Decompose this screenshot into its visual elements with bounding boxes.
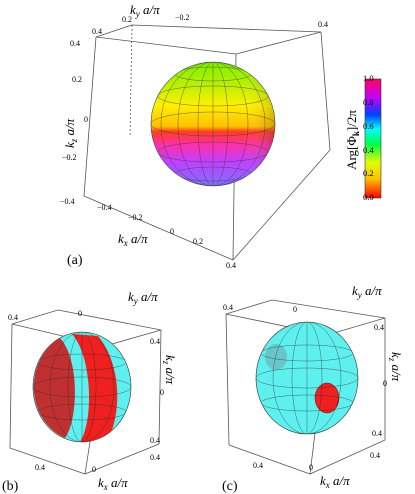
panel-c-kz-tick-mid: 0 — [383, 379, 387, 388]
panel-b-kz-label: kz a/π — [161, 355, 178, 385]
panel-c-label: (c) — [222, 479, 238, 494]
colorbar-tick-3: 0.6 — [363, 121, 374, 131]
panel-a-kz-tick-5: −0.4 — [60, 197, 75, 206]
colorbar-tick-1: 1.0 — [363, 73, 374, 83]
panel-a-kx-tick-3: 0 — [170, 227, 174, 236]
panel-c-sphere — [255, 321, 359, 435]
panel-a-ky-tick-3: −0.2 — [175, 13, 190, 22]
panel-a-ky-label: ky a/π — [130, 2, 160, 19]
panel-a-kz-tick-4: −0.2 — [62, 153, 77, 162]
panel-a-ky-tick-4: 0.4 — [318, 20, 328, 29]
panel-b-ky-tick-mid: 0 — [78, 309, 82, 318]
colorbar-tick-5: 0.2 — [363, 168, 374, 178]
panel-a-sphere — [150, 61, 276, 187]
panel-b-kz-tick-mid: 0 — [160, 388, 164, 397]
panel-c-kx-tick-right: 0.4 — [370, 451, 380, 460]
panel-a-kx-tick-2: −0.2 — [128, 213, 143, 222]
colorbar-tick-4: 0.4 — [363, 145, 374, 155]
panel-b-ky-label: ky a/π — [128, 289, 158, 306]
panel-c: 0.4 0 0.4 ky a/π 0 kz a/π 0.4 0.4 0 0.4 … — [222, 283, 404, 494]
panel-c-ky-tick-top: 0.4 — [223, 303, 233, 312]
panel-a-kx-tick-5: 0.4 — [226, 261, 236, 270]
colorbar-title: Arg[Φk]/2π — [344, 110, 361, 170]
panel-c-kx-tick-mid: 0 — [309, 463, 313, 472]
colorbar: 1.0 0.8 0.6 0.4 0.2 0.0 Arg[Φk]/2π — [344, 73, 382, 202]
colorbar-tick-2: 0.8 — [363, 97, 374, 107]
panel-b-kz-tick-bot: 0.4 — [150, 436, 160, 445]
panel-c-kx-label: kx a/π — [320, 473, 350, 490]
panel-a-ky-tick-1: 0.4 — [92, 27, 102, 36]
panel-a-kz-tick-2: 0.2 — [72, 75, 82, 84]
panel-a-ky-tick-2: 0.2 — [122, 15, 132, 24]
panel-b-kz-tick-top: 0.4 — [150, 337, 160, 346]
panel-b-kx-tick-mid: 0 — [92, 465, 96, 474]
panel-b: 0.4 0 0.4 ky a/π 0 kz a/π 0.4 0.4 0 0.4 … — [2, 289, 178, 494]
panel-b-kx-label: kx a/π — [98, 475, 128, 492]
colorbar-gradient — [364, 78, 382, 199]
panel-c-kz-tick-bot: 0.4 — [372, 429, 382, 438]
panel-a-kx-tick-4: 0.2 — [193, 237, 203, 246]
panel-c-kz-tick-top: 0.4 — [374, 323, 384, 332]
panel-c-ky-label: ky a/π — [352, 283, 382, 300]
colorbar-tick-6: 0.0 — [363, 192, 374, 202]
panel-a-kz-tick-1: 0.4 — [70, 39, 80, 48]
panel-b-kx-tick-right: 0.4 — [150, 453, 160, 462]
panel-a-kz-label: kz a/π — [62, 118, 79, 148]
panel-c-kz-label: kz a/π — [387, 352, 404, 382]
panel-a-kz-tick-3: 0 — [84, 115, 88, 124]
panel-a-label: (a) — [67, 253, 83, 268]
panel-a-kx-tick-1: −0.4 — [97, 203, 112, 212]
panel-b-sphere — [32, 331, 132, 443]
panel-b-kx-tick-left: 0.4 — [35, 463, 45, 472]
panel-c-kx-tick-left: 0.4 — [253, 461, 263, 470]
panel-b-ky-tick-top: 0.4 — [8, 313, 18, 322]
panel-a: 0.4 0.2 −0.2 0.4 ky a/π 0.4 0.2 0 −0.2 −… — [60, 2, 382, 270]
panel-a-kx-label: kx a/π — [118, 231, 148, 248]
panel-c-ky-tick-mid: 0 — [293, 305, 297, 314]
panel-b-label: (b) — [2, 479, 19, 494]
